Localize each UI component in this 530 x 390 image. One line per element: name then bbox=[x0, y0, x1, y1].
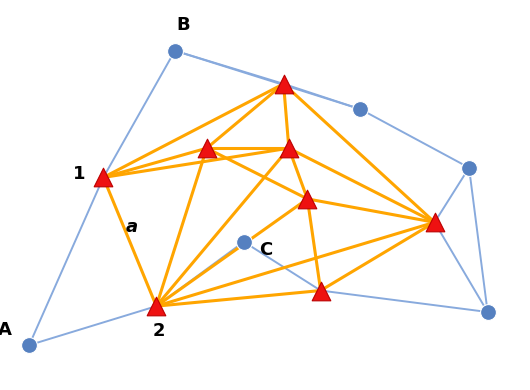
Point bbox=[465, 165, 473, 171]
Point bbox=[202, 145, 211, 151]
Point bbox=[483, 309, 492, 315]
Point bbox=[152, 303, 161, 309]
Text: 2: 2 bbox=[153, 323, 165, 340]
Point bbox=[356, 106, 365, 112]
Point bbox=[316, 287, 325, 294]
Point bbox=[99, 174, 108, 181]
Point bbox=[279, 81, 288, 87]
Text: 1: 1 bbox=[73, 165, 86, 183]
Point bbox=[430, 219, 439, 225]
Point bbox=[171, 48, 179, 54]
Point bbox=[25, 342, 33, 348]
Text: C: C bbox=[260, 241, 272, 259]
Point bbox=[240, 239, 248, 245]
Text: A: A bbox=[0, 321, 12, 339]
Point bbox=[303, 196, 312, 202]
Text: a: a bbox=[126, 218, 137, 236]
Point bbox=[285, 145, 293, 151]
Text: B: B bbox=[176, 16, 190, 34]
